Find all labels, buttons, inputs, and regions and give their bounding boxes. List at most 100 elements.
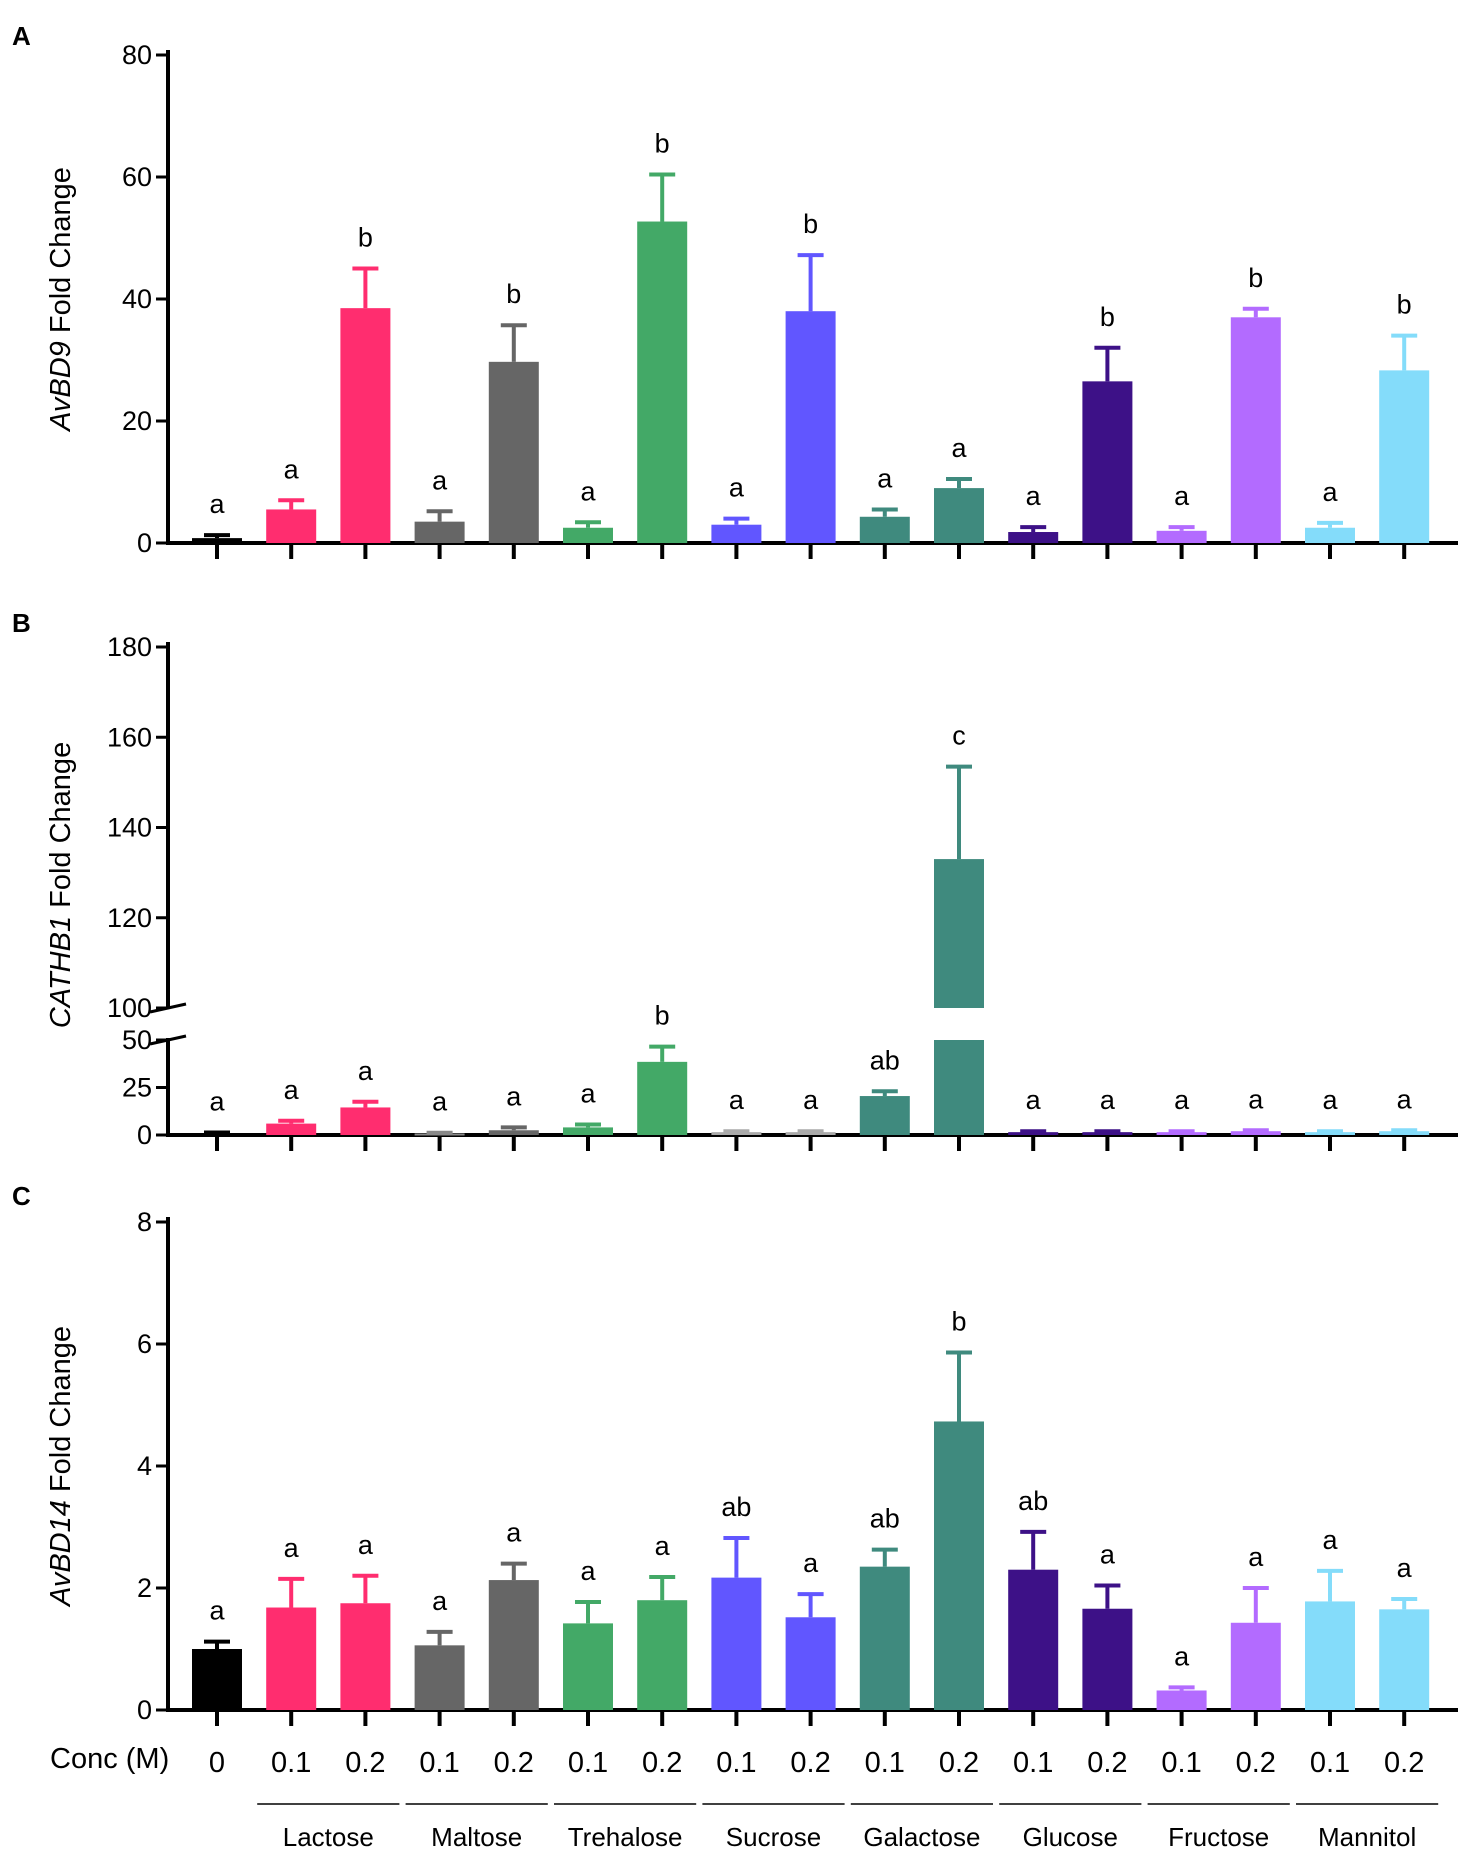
y-axis-label-text: Fold Change bbox=[45, 742, 77, 916]
bar-c-9 bbox=[859, 1566, 910, 1710]
significance-letter-c: ab bbox=[721, 1492, 751, 1522]
bar-a-4 bbox=[488, 361, 539, 543]
significance-letter-b: a bbox=[209, 1087, 225, 1117]
significance-letter-a: b bbox=[1248, 263, 1263, 293]
conc-value: 0.2 bbox=[939, 1747, 979, 1779]
significance-letter-b: a bbox=[729, 1085, 745, 1115]
y-tick-label-c: 4 bbox=[137, 1451, 152, 1481]
conc-value: 0.1 bbox=[716, 1747, 756, 1779]
significance-letter-c: a bbox=[655, 1531, 671, 1561]
significance-letter-c: b bbox=[951, 1307, 966, 1337]
bar-c-7 bbox=[711, 1577, 762, 1710]
bar-c-16 bbox=[1379, 1609, 1430, 1710]
bar-c-15 bbox=[1305, 1601, 1355, 1710]
significance-letter-c: a bbox=[803, 1548, 819, 1578]
y-tick-label-a: 40 bbox=[122, 284, 152, 314]
bar-a-10 bbox=[934, 488, 984, 543]
significance-letter-a: a bbox=[1174, 481, 1190, 511]
significance-letter-a: a bbox=[1322, 477, 1338, 507]
conc-value: 0.1 bbox=[1013, 1747, 1053, 1779]
conc-value: 0.2 bbox=[345, 1747, 385, 1779]
significance-letter-a: b bbox=[1397, 290, 1412, 320]
bar-a-8 bbox=[785, 311, 836, 543]
bar-b-1 bbox=[266, 1123, 317, 1135]
conc-value: 0.1 bbox=[271, 1747, 311, 1779]
significance-letter-a: a bbox=[951, 433, 967, 463]
bar-c-8 bbox=[785, 1617, 836, 1710]
bar-a-2 bbox=[340, 308, 391, 543]
conc-value: 0.2 bbox=[1087, 1747, 1127, 1779]
bar-b-10 bbox=[934, 1040, 984, 1135]
significance-letter-b: a bbox=[1322, 1085, 1338, 1115]
significance-letter-c: a bbox=[580, 1556, 596, 1586]
significance-letter-b: a bbox=[284, 1075, 300, 1105]
significance-letter-b: a bbox=[803, 1085, 819, 1115]
significance-letter-c: a bbox=[1397, 1553, 1413, 1583]
significance-letter-a: a bbox=[877, 463, 893, 493]
group-label: Mannitol bbox=[1318, 1822, 1416, 1852]
significance-letter-b: ab bbox=[870, 1045, 900, 1075]
x-ticks-a bbox=[215, 543, 1407, 559]
bar-c-12 bbox=[1082, 1608, 1133, 1710]
y-axis-label: AvBD14 Fold Change bbox=[45, 1326, 77, 1608]
y-axis-label-text: Fold Change bbox=[45, 1326, 77, 1500]
y-axis-label-gene: CATHB1 bbox=[45, 916, 77, 1028]
significance-letter-b: a bbox=[1248, 1084, 1264, 1114]
significance-letter-b: a bbox=[1174, 1085, 1190, 1115]
bar-a-0 bbox=[192, 538, 242, 543]
bar-a-7 bbox=[711, 524, 762, 543]
y-axis-label-gene: AvBD9 bbox=[45, 341, 77, 433]
bar-b-4 bbox=[488, 1130, 539, 1135]
bar-b-13 bbox=[1156, 1132, 1207, 1135]
panel-c-chart: C 0 2 4 6 8 AvBD14 Fold Change a a a a a a a ab a ab b ab a… bbox=[12, 1181, 1458, 1726]
bar-a-3 bbox=[414, 521, 465, 543]
bar-c-5 bbox=[563, 1623, 613, 1710]
bar-c-14 bbox=[1230, 1622, 1281, 1710]
bar-b-8 bbox=[785, 1132, 836, 1135]
y-tick-label-a: 20 bbox=[122, 406, 152, 436]
significance-letter-b: a bbox=[1397, 1084, 1413, 1114]
significance-letter-c: a bbox=[1248, 1542, 1264, 1572]
y-tick-label-b: 100 bbox=[107, 993, 152, 1023]
bar-b-9 bbox=[859, 1096, 910, 1135]
conc-value: 0.2 bbox=[494, 1747, 534, 1779]
y-tick-label-c: 6 bbox=[137, 1329, 152, 1359]
significance-letter-c: a bbox=[358, 1530, 374, 1560]
y-tick-label-a: 80 bbox=[122, 40, 152, 70]
significance-letter-b: a bbox=[358, 1056, 374, 1086]
significance-letter-a: b bbox=[506, 279, 521, 309]
significance-letter-a: a bbox=[729, 473, 745, 503]
group-label: Sucrose bbox=[726, 1822, 821, 1852]
conc-value: 0.1 bbox=[1161, 1747, 1201, 1779]
bar-a-16 bbox=[1379, 370, 1430, 543]
significance-letter-a: a bbox=[580, 476, 596, 506]
significance-letter-a: a bbox=[284, 454, 300, 484]
conc-label: Conc (M) bbox=[50, 1743, 169, 1775]
bar-c-13 bbox=[1156, 1690, 1207, 1710]
y-tick-label-b: 160 bbox=[107, 722, 152, 752]
group-label: Lactose bbox=[283, 1822, 374, 1852]
panel-label-b: B bbox=[12, 608, 31, 638]
panel-b-chart: B 100 120 140 160 180 0 25 50 CATHB1 Fold Change a… bbox=[12, 608, 1458, 1151]
y-tick-label-b: 140 bbox=[107, 813, 152, 843]
significance-letter-c: a bbox=[284, 1533, 300, 1563]
significance-letter-c: a bbox=[1174, 1641, 1190, 1671]
x-axis-labels: Conc (M) 0 0.1 0.2 0.1 0.2 0.1 0.2 0.1 0.2 0.1 0.2 0… bbox=[50, 1743, 1439, 1852]
conc-value: 0.2 bbox=[790, 1747, 830, 1779]
group-label: Galactose bbox=[863, 1822, 980, 1852]
bar-b-11 bbox=[1008, 1132, 1059, 1135]
y-axis-label: AvBD9 Fold Change bbox=[45, 167, 77, 433]
bar-c-1 bbox=[266, 1607, 317, 1710]
significance-letter-c: a bbox=[506, 1518, 522, 1548]
y-tick-label-b: 120 bbox=[107, 903, 152, 933]
conc-value: 0.2 bbox=[642, 1747, 682, 1779]
bar-b-upper-10 bbox=[934, 859, 984, 1008]
bar-b-12 bbox=[1082, 1132, 1133, 1135]
bar-a-13 bbox=[1156, 530, 1207, 543]
bar-c-0 bbox=[192, 1649, 242, 1710]
bar-b-2 bbox=[340, 1107, 391, 1135]
panel-label-c: C bbox=[12, 1181, 31, 1211]
y-tick-label-b: 25 bbox=[122, 1073, 152, 1103]
significance-letter-c: a bbox=[432, 1586, 448, 1616]
